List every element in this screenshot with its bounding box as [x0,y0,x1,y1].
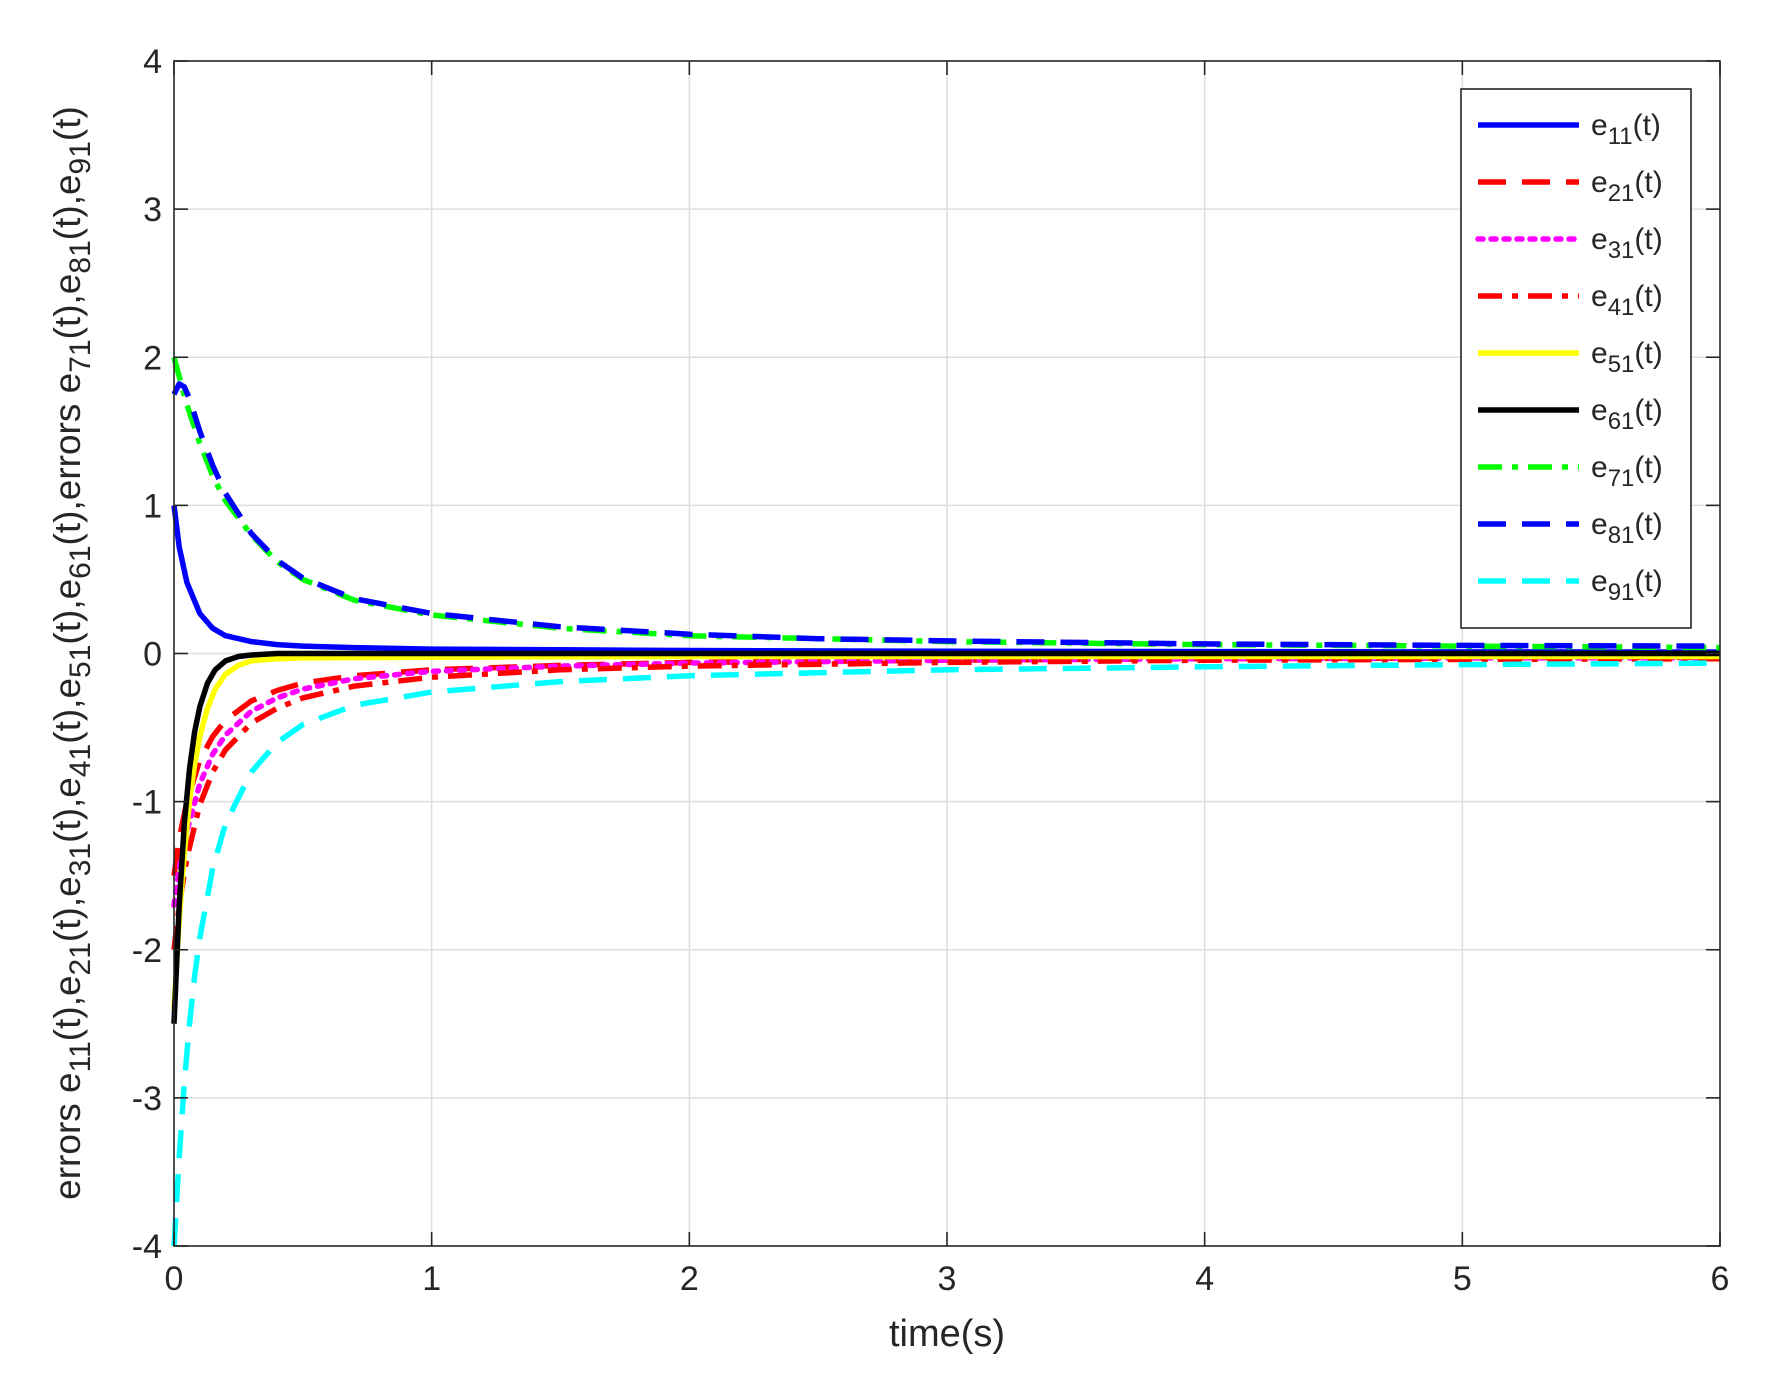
x-tick-label: 6 [1711,1260,1730,1298]
y-tick-label: 2 [143,339,162,377]
series-line-e81 [171,381,1721,649]
legend-label: e21(t) [1591,166,1663,207]
x-tick-label: 5 [1453,1260,1472,1298]
legend-item: e51(t) [1478,337,1663,378]
legend-item: e21(t) [1478,166,1663,207]
y-tick-label: -3 [132,1080,162,1118]
y-tick-label: -2 [132,932,162,970]
x-tick-label: 3 [938,1260,957,1298]
legend-item: e31(t) [1475,223,1663,264]
legend-label: e61(t) [1591,394,1663,435]
legend-item: e71(t) [1478,451,1663,492]
y-tick-label: 4 [143,43,162,81]
legend-item: e41(t) [1478,280,1663,321]
legend-label: e91(t) [1591,565,1663,606]
x-tick-label: 0 [165,1260,184,1298]
legend-item: e61(t) [1478,394,1663,435]
series-line-e61 [171,650,1720,1024]
y-tick-label: -1 [132,784,162,822]
x-tick-label: 2 [680,1260,699,1298]
y-tick-label: -4 [132,1228,162,1266]
legend-box [1460,88,1692,629]
y-axis-label: errors e11(t),e21(t),e31(t),e41(t),e51(t… [47,106,97,1200]
legend-label: e41(t) [1591,280,1663,321]
legend-label: e31(t) [1591,223,1663,264]
x-tick-label: 4 [1195,1260,1214,1298]
y-tick-label: 0 [143,636,162,674]
series-line-e91 [171,660,1721,1247]
legend-item: e91(t) [1478,565,1663,606]
legend-item: e11(t) [1478,109,1661,150]
y-tick-label: 1 [143,487,162,525]
legend-item: e81(t) [1478,508,1663,549]
x-tick-label: 1 [422,1260,441,1298]
legend-label: e71(t) [1591,451,1663,492]
series-line-e51 [171,653,1720,1010]
series-lines [171,356,1723,1247]
ticks: 0 1 2 3 4 5 6 -4 -3 -2 -1 0 1 2 3 4 [132,43,1730,1298]
x-axis-label: time(s) [889,1313,1005,1355]
series-line-e41 [171,655,1721,951]
legend-label: e81(t) [1591,508,1663,549]
legend-label: e51(t) [1591,337,1663,378]
legend-label: e11(t) [1591,109,1661,150]
legend: e11(t) e21(t) e31(t) e41(t) e51(t) e61(t) e71(… [1460,88,1692,629]
y-tick-label: 3 [143,191,162,229]
